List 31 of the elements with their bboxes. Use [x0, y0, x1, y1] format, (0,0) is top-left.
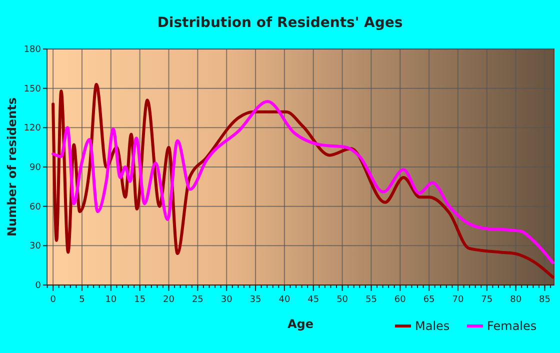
y-tick-label: 60	[30, 202, 42, 212]
legend-label: Females	[487, 319, 537, 333]
y-tick-label: 30	[30, 242, 42, 252]
x-tick-label: 50	[336, 295, 348, 305]
x-axis-title: Age	[287, 317, 314, 331]
line-series	[52, 100, 554, 264]
y-tick-label: 0	[35, 281, 42, 291]
x-tick-label: 55	[365, 295, 377, 305]
x-tick-label: 10	[105, 295, 117, 305]
x-tick-label: 20	[163, 295, 175, 305]
x-tick-label: 45	[308, 295, 320, 305]
y-tick-label: 90	[30, 163, 42, 173]
x-tick-label: 70	[452, 295, 464, 305]
x-tick-label: 5	[79, 295, 85, 305]
x-tick-label: 75	[481, 295, 493, 305]
x-tick-label: 65	[423, 295, 435, 305]
x-tick-label: 60	[394, 295, 406, 305]
x-tick-label: 80	[510, 295, 522, 305]
y-tick-label: 150	[24, 84, 42, 94]
x-tick-label: 15	[134, 295, 146, 305]
x-tick-label: 35	[250, 295, 262, 305]
x-tick-label: 25	[192, 295, 204, 305]
x-tick-label: 30	[220, 295, 233, 305]
y-axis-title: Number of residents	[5, 97, 19, 237]
chart-title: Distribution of Residents' Ages	[157, 15, 403, 31]
y-tick-label: 120	[24, 124, 42, 134]
x-tick-label: 40	[278, 295, 290, 305]
legend-label: Males	[415, 319, 450, 333]
x-tick-label: 0	[50, 295, 56, 305]
x-tick-label: 85	[539, 295, 550, 305]
y-tick-label: 180	[24, 45, 42, 55]
